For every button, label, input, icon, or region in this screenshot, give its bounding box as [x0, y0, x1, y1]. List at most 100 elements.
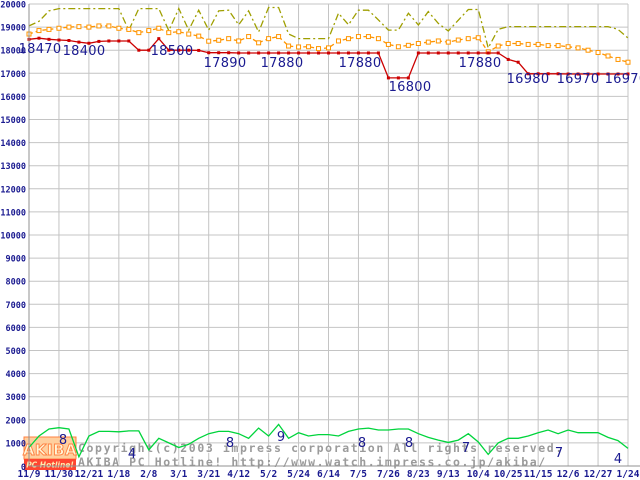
- point-marker: [327, 51, 330, 55]
- point-marker: [126, 26, 132, 32]
- y-axis-labels: 0 1000 2000 3000 4000 5000 6000 7000 8000 9000 100…: [0, 1, 26, 474]
- x-tick-label: 1/24: [617, 469, 640, 480]
- x-tick-label: 5/2: [260, 469, 277, 480]
- y-tick-label: 10000: [0, 232, 26, 242]
- point-marker: [87, 41, 91, 45]
- point-marker: [46, 26, 52, 32]
- point-marker: [306, 44, 312, 50]
- point-marker: [565, 44, 571, 50]
- y-tick-label: 8000: [6, 278, 26, 288]
- point-marker: [495, 43, 501, 49]
- point-marker: [167, 48, 171, 52]
- point-marker: [405, 42, 411, 48]
- point-marker: [206, 38, 212, 44]
- point-marker: [545, 43, 551, 49]
- point-marker: [267, 51, 271, 55]
- price-label: 18470: [19, 42, 62, 57]
- x-tick-label: 12/27: [584, 469, 613, 480]
- point-marker: [207, 51, 211, 55]
- point-marker: [386, 76, 390, 80]
- x-tick-label: 3/21: [197, 469, 220, 480]
- y-tick-label: 18000: [0, 47, 26, 57]
- series-highest_price: [28, 6, 629, 50]
- point-marker: [227, 51, 231, 55]
- point-marker: [345, 36, 351, 42]
- shop-count-label: 7: [462, 441, 470, 456]
- point-marker: [47, 37, 51, 41]
- shop-count-label: 7: [555, 446, 563, 461]
- point-marker: [216, 37, 222, 43]
- point-marker: [36, 28, 42, 34]
- point-marker: [226, 36, 232, 42]
- point-marker: [615, 56, 621, 62]
- point-marker: [396, 76, 400, 80]
- point-marker: [456, 51, 460, 55]
- point-marker: [186, 31, 192, 37]
- point-marker: [127, 39, 131, 43]
- point-marker: [335, 38, 341, 44]
- watermark-text: AKIBA PC Hotline! http://www.watch.impre…: [78, 455, 547, 469]
- point-marker: [555, 43, 561, 49]
- x-tick-label: 11/30: [45, 469, 74, 480]
- point-marker: [505, 41, 511, 47]
- x-tick-label: 11/9: [18, 469, 41, 480]
- logo-bar: [24, 459, 76, 470]
- y-tick-label: 0: [21, 463, 26, 473]
- x-tick-label: 10/25: [494, 469, 523, 480]
- point-marker: [606, 72, 610, 76]
- point-marker: [465, 36, 471, 42]
- point-marker: [526, 72, 530, 76]
- point-marker: [616, 72, 620, 76]
- price-label: 16980: [507, 72, 550, 87]
- point-marker: [56, 25, 62, 31]
- y-tick-label: 20000: [0, 1, 26, 11]
- price-label: 17880: [339, 56, 382, 71]
- x-tick-label: 10/4: [467, 469, 490, 480]
- y-tick-label: 11000: [0, 208, 26, 218]
- point-marker: [246, 34, 252, 40]
- point-marker: [296, 44, 302, 50]
- x-tick-label: 9/13: [437, 469, 460, 480]
- logo-title: AKIBA: [23, 441, 77, 459]
- y-tick-label: 4000: [6, 370, 26, 380]
- point-marker: [237, 51, 241, 55]
- y-tick-label: 16000: [0, 93, 26, 103]
- logo-subtitle: PC Hotline!: [26, 461, 74, 470]
- x-tick-label: 12/21: [75, 469, 104, 480]
- point-marker: [536, 72, 540, 76]
- point-marker: [197, 48, 201, 52]
- point-marker: [86, 24, 92, 30]
- price-label: 17890: [204, 56, 247, 71]
- point-marker: [196, 33, 202, 39]
- point-marker: [307, 51, 311, 55]
- count-point-labels: 8 4 8 9 8 8 7 7 4: [59, 430, 622, 467]
- point-marker: [136, 30, 142, 36]
- price-label: 18400: [63, 44, 106, 59]
- point-marker: [57, 38, 61, 42]
- point-marker: [317, 51, 321, 55]
- y-tick-label: 15000: [0, 116, 26, 126]
- point-marker: [475, 35, 481, 41]
- shop-count-label: 8: [358, 436, 366, 451]
- point-marker: [276, 34, 282, 40]
- axis-lines: [28, 4, 640, 467]
- point-marker: [96, 23, 102, 29]
- point-marker: [365, 34, 371, 40]
- point-marker: [535, 41, 541, 47]
- point-marker: [76, 24, 82, 30]
- shop-count-label: 8: [59, 433, 67, 448]
- point-marker: [116, 25, 122, 31]
- point-marker: [316, 46, 322, 52]
- point-marker: [67, 38, 71, 42]
- point-marker: [117, 39, 121, 43]
- point-marker: [605, 53, 611, 59]
- point-marker: [257, 51, 261, 55]
- point-marker: [476, 51, 480, 55]
- point-marker: [297, 51, 301, 55]
- point-marker: [187, 48, 191, 52]
- point-marker: [146, 28, 152, 34]
- point-marker: [436, 51, 440, 55]
- point-marker: [286, 43, 292, 49]
- akiba-logo: AKIBA PC Hotline!: [22, 436, 77, 470]
